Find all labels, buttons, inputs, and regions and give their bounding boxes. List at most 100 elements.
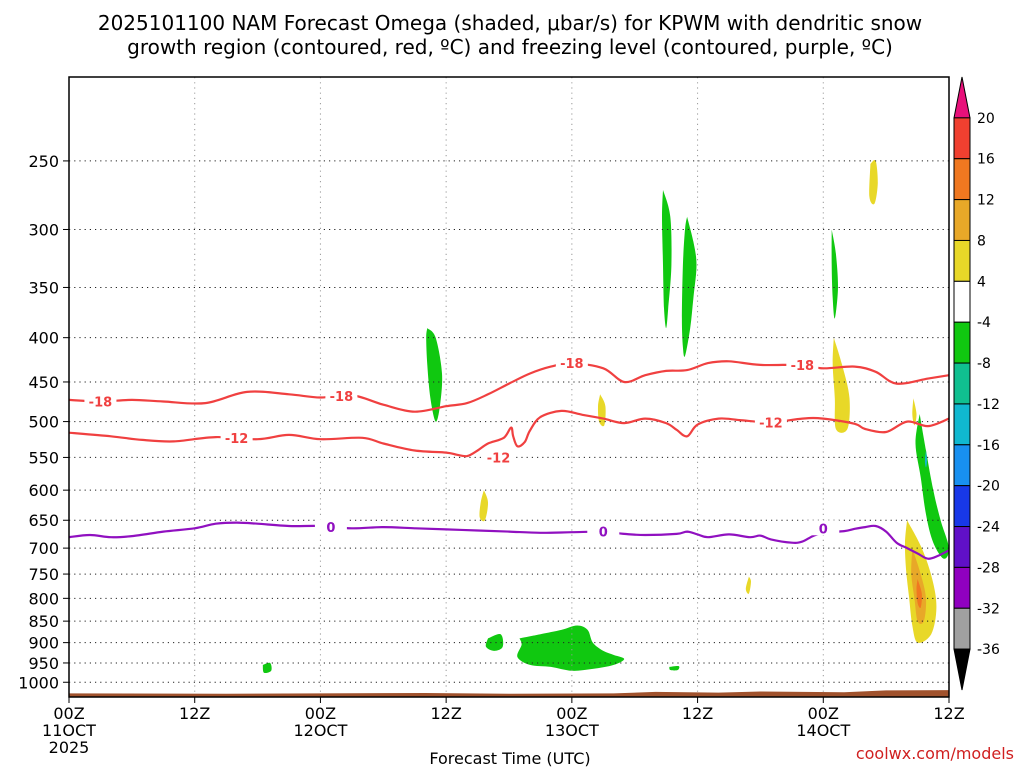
y-tick-label: 300 (28, 220, 59, 239)
y-tick-label: 900 (28, 634, 59, 653)
colorbar-segment (953, 444, 971, 487)
colorbar-segment (953, 607, 971, 650)
x-tick-date: 14OCT (796, 721, 850, 740)
colorbar-label: -4 (977, 315, 991, 331)
omega-region-5 (915, 414, 950, 559)
omega-region-3 (681, 216, 697, 357)
isotherm-label-bg (786, 356, 819, 372)
omega-shading-layer (262, 159, 950, 674)
isotherm-label-bg (754, 414, 787, 430)
colorbar-label: -12 (977, 397, 1000, 413)
colorbar-top-triangle (953, 76, 971, 119)
colorbar-label: 8 (977, 233, 986, 249)
omega-region-4 (831, 229, 839, 319)
x-tick-label: 12Z (682, 704, 713, 723)
isotherm-label-0: 0 (599, 526, 608, 541)
omega-region-11 (869, 159, 878, 205)
colorbar-segment (953, 199, 971, 241)
colorbar-segment (953, 485, 971, 528)
omega-region-12 (832, 337, 850, 433)
colorbar-segment (953, 526, 971, 568)
x-tick-date: 11OCT (42, 721, 96, 740)
y-tick-label: 750 (28, 565, 59, 584)
y-tick-label: 550 (28, 448, 59, 467)
colorbar-segment (953, 321, 971, 364)
x-tick-date: 13OCT (545, 721, 599, 740)
x-tick-label: 00Z (556, 704, 587, 723)
isotherm-label-0: 0 (819, 522, 828, 537)
x-tick-label: 12Z (179, 704, 210, 723)
y-tick-label: 700 (28, 539, 59, 558)
isotherm-label--18: -18 (89, 396, 113, 411)
plot-frame (68, 76, 950, 698)
colorbar-label: -16 (977, 438, 1000, 454)
omega-region-1 (426, 328, 443, 422)
colorbar-segment (953, 117, 971, 160)
colorbar-segment (953, 362, 971, 405)
colorbar-label: -20 (977, 479, 1000, 495)
isotherm--12 (68, 409, 950, 458)
y-tick-label: 400 (28, 329, 59, 348)
isotherm-label-bg (325, 387, 358, 403)
isotherm-label-bg (314, 519, 347, 535)
omega-region-16 (745, 576, 751, 594)
isotherm-label-bg (807, 520, 840, 536)
colorbar-label: 16 (977, 152, 995, 168)
isotherm-label-bg (482, 449, 515, 465)
colorbar-segment (953, 280, 971, 323)
isotherm-label-bg (587, 523, 620, 539)
x-tick-label: 12Z (933, 704, 964, 723)
isotherm-label--12: -12 (759, 416, 783, 431)
x-tick-year: 2025 (49, 738, 90, 757)
y-tick-label: 500 (28, 413, 59, 432)
isotherm-0 (68, 521, 950, 560)
colorbar-label: 4 (977, 274, 986, 290)
omega-region-8 (485, 633, 504, 651)
colorbar-bottom-triangle (953, 648, 971, 691)
colorbar-label: -8 (977, 356, 991, 372)
gridlines (69, 77, 949, 697)
isotherm-label--18: -18 (791, 359, 815, 374)
plot-area: -18 -18 -18 -18 -12 -12 -12 0 0 0 (68, 76, 950, 698)
isotherm-label-bg (555, 355, 588, 371)
y-tick-label: 950 (28, 654, 59, 673)
y-tick-label: 600 (28, 481, 59, 500)
colorbar-segment (953, 158, 971, 201)
omega-region-10 (669, 665, 680, 671)
chart-title-line1: 2025101100 NAM Forecast Omega (shaded, μ… (98, 11, 922, 35)
omega-region-2 (662, 189, 672, 329)
y-axis: 250 300 350 400 450 500 550 600 650 700 750 800 850 9… (18, 152, 69, 692)
colorbar-label: 12 (977, 193, 995, 209)
isotherm-label-bg (84, 393, 117, 409)
colorbar-label: -24 (977, 520, 1000, 536)
colorbar-segment (953, 403, 971, 446)
omega-region-14 (479, 490, 489, 522)
credit-text: coolwx.com/models (856, 744, 1014, 763)
x-tick-label: 00Z (808, 704, 839, 723)
omega-region-6 (924, 450, 927, 468)
isotherm-label-0: 0 (326, 521, 335, 536)
isotherm-label--18: -18 (560, 357, 584, 372)
isotherm-label--18: -18 (330, 390, 354, 405)
y-tick-label: 1000 (18, 673, 59, 692)
surface-fill (69, 690, 949, 697)
isotherm-label-bg (220, 429, 253, 445)
isotherm-label--12: -12 (225, 432, 249, 447)
chart-title-line2: growth region (contoured, red, ºC) and f… (127, 35, 893, 59)
omega-region-19 (916, 579, 922, 609)
y-tick-label: 650 (28, 511, 59, 530)
surface-terrain (69, 690, 949, 697)
y-tick-label: 250 (28, 152, 59, 171)
colorbar: 20 16 12 8 4 -4 -8 -12 -16 -20 -24 -28 -32 -36 (953, 76, 1000, 691)
isotherm-label--12: -12 (487, 451, 511, 466)
x-axis-title: Forecast Time (UTC) (429, 749, 590, 768)
colorbar-label: 20 (977, 111, 995, 127)
y-tick-label: 450 (28, 373, 59, 392)
contour-layer: -18 -18 -18 -18 -12 -12 -12 0 0 0 (68, 355, 950, 560)
y-tick-label: 850 (28, 612, 59, 631)
y-tick-label: 350 (28, 278, 59, 297)
x-tick-label: 00Z (53, 704, 84, 723)
omega-region-7 (517, 625, 625, 671)
